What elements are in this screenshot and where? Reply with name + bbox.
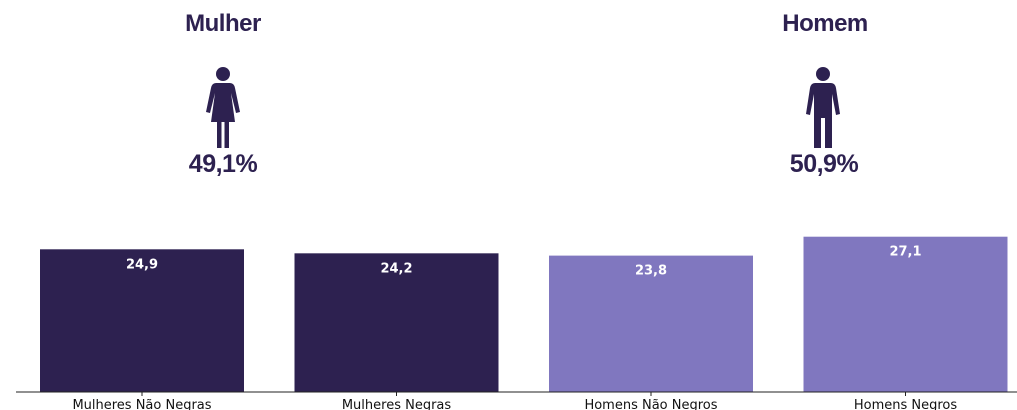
bar-3 [803, 236, 1008, 392]
bar-1 [294, 253, 499, 392]
bar-value-label-1: 24,2 [380, 261, 412, 276]
gender-title-male: Homem [782, 10, 868, 37]
x-tick-label-2: Homens Não Negros [584, 398, 717, 410]
gender-percent-female: 49,1% [188, 150, 258, 178]
x-tick-label-1: Mulheres Negras [342, 398, 452, 410]
gender-title-female: Mulher [185, 10, 261, 37]
bar-value-label-0: 24,9 [126, 257, 158, 272]
male-person-icon [806, 67, 840, 148]
x-tick-label-3: Homens Negros [854, 398, 958, 410]
female-person-icon [206, 67, 240, 148]
bar-0 [40, 249, 244, 392]
x-tick-label-0: Mulheres Não Negras [72, 398, 211, 410]
bar-2 [549, 255, 753, 392]
gender-percent-male: 50,9% [789, 150, 859, 178]
bar-value-label-2: 23,8 [635, 264, 667, 279]
bar-value-label-3: 27,1 [889, 245, 921, 260]
